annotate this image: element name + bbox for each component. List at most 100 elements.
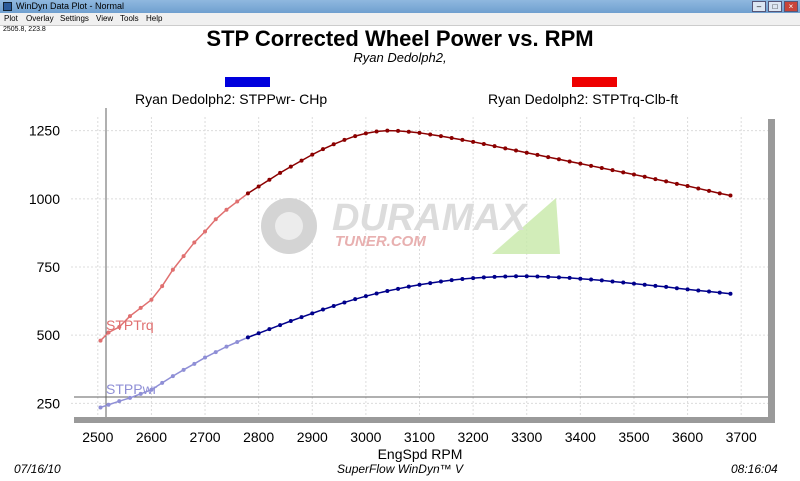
data-point-torque <box>278 170 283 175</box>
data-point-power <box>599 278 604 283</box>
footer-date: 07/16/10 <box>14 462 61 476</box>
data-point-power <box>664 284 669 289</box>
data-point-torque <box>353 134 358 139</box>
data-point-power <box>245 335 250 340</box>
data-point-torque <box>138 305 143 310</box>
data-point-torque <box>428 132 433 137</box>
data-point-power <box>717 290 722 295</box>
x-tick-label: 3700 <box>726 429 757 445</box>
data-point-torque <box>288 164 293 169</box>
data-point-torque <box>578 161 583 166</box>
data-point-power <box>653 283 658 288</box>
x-tick-label: 2600 <box>136 429 167 445</box>
plot-shadow-right <box>768 119 775 422</box>
data-point-power <box>492 274 497 279</box>
data-point-power <box>685 287 690 292</box>
data-point-power <box>578 276 583 281</box>
data-point-power <box>331 304 336 308</box>
data-point-torque <box>245 191 250 196</box>
menu-plot[interactable]: Plot <box>4 14 18 23</box>
x-tick-label: 3300 <box>511 429 542 445</box>
y-axis-ticks: 250 500 750 1000 1250 <box>29 123 60 412</box>
data-point-power <box>288 319 293 323</box>
data-point-torque <box>170 267 175 272</box>
x-tick-label: 2800 <box>243 429 274 445</box>
x-axis-ticks: 2500 2600 2700 2800 2900 3000 3100 3200 3300 3400… <box>82 429 757 445</box>
data-point-torque <box>181 254 186 259</box>
data-point-torque <box>117 325 122 329</box>
data-point-power <box>503 274 508 279</box>
data-point-power <box>396 286 401 291</box>
data-point-torque <box>149 297 154 302</box>
data-point-power <box>224 344 229 349</box>
y-tick-label: 750 <box>37 259 61 275</box>
data-point-torque <box>589 163 594 168</box>
watermark-dyno-graph-icon <box>492 198 560 254</box>
data-point-power <box>696 288 701 293</box>
data-point-torque <box>599 166 604 170</box>
x-tick-label: 2900 <box>297 429 328 445</box>
x-tick-label: 3500 <box>618 429 649 445</box>
y-tick-label: 1250 <box>29 123 60 139</box>
data-point-torque <box>203 229 208 234</box>
chart-title: STP Corrected Wheel Power vs. RPM <box>206 26 594 51</box>
legend-label-power: Ryan Dedolph2: STPPwr- CHp <box>135 91 328 107</box>
minimize-button[interactable]: – <box>752 1 766 12</box>
data-point-torque <box>127 314 132 319</box>
data-point-power <box>567 275 572 280</box>
data-point-power <box>363 294 368 299</box>
data-point-torque <box>535 152 540 157</box>
data-point-power <box>138 391 143 396</box>
window-titlebar: WinDyn Data Plot - Normal – □ × <box>0 0 800 13</box>
data-point-power <box>524 274 529 279</box>
data-point-torque <box>267 177 272 182</box>
data-point-power <box>353 297 358 302</box>
data-point-torque <box>481 142 486 146</box>
y-tick-label: 250 <box>37 395 61 411</box>
menu-settings[interactable]: Settings <box>60 14 89 23</box>
data-point-torque <box>556 157 561 162</box>
data-point-power <box>417 282 422 287</box>
data-point-power <box>449 278 454 283</box>
data-point-torque <box>514 148 519 153</box>
data-point-power <box>342 300 347 305</box>
window-controls: – □ × <box>752 1 798 12</box>
data-point-power <box>278 323 283 328</box>
cursor-coordinate-readout: 2505.8, 223.8 <box>3 26 46 33</box>
data-point-torque <box>664 179 669 184</box>
x-tick-label: 3000 <box>350 429 381 445</box>
data-point-power <box>267 327 272 332</box>
data-point-power <box>170 374 175 379</box>
data-point-torque <box>374 129 379 134</box>
menu-view[interactable]: View <box>96 14 114 23</box>
data-point-power <box>621 280 626 285</box>
series-layer <box>98 128 733 410</box>
data-point-power <box>707 289 712 294</box>
data-point-torque <box>342 137 347 142</box>
data-point-torque <box>160 284 165 289</box>
data-point-torque <box>728 193 733 198</box>
menu-help[interactable]: Help <box>146 14 163 23</box>
data-point-torque <box>449 136 454 140</box>
close-button[interactable]: × <box>784 1 798 12</box>
data-point-torque <box>717 191 722 196</box>
footer-time: 08:16:04 <box>731 462 778 476</box>
menu-tools[interactable]: Tools <box>120 14 139 23</box>
data-point-power <box>160 380 165 385</box>
data-point-torque <box>106 330 111 335</box>
inline-label-power: STPPwr <box>106 381 158 397</box>
data-point-power <box>320 307 325 312</box>
series-line-torque <box>247 129 731 197</box>
data-point-torque <box>546 155 551 160</box>
data-point-power <box>256 331 261 336</box>
maximize-button[interactable]: □ <box>768 1 782 12</box>
menu-overlay[interactable]: Overlay <box>26 14 54 23</box>
data-point-torque <box>320 147 325 152</box>
data-point-torque <box>396 128 401 133</box>
inline-label-torque: STPTrq <box>106 317 154 333</box>
data-point-power <box>149 387 154 392</box>
data-point-power <box>438 279 443 284</box>
x-tick-label: 3100 <box>404 429 435 445</box>
x-axis-label: EngSpd RPM <box>378 446 463 462</box>
